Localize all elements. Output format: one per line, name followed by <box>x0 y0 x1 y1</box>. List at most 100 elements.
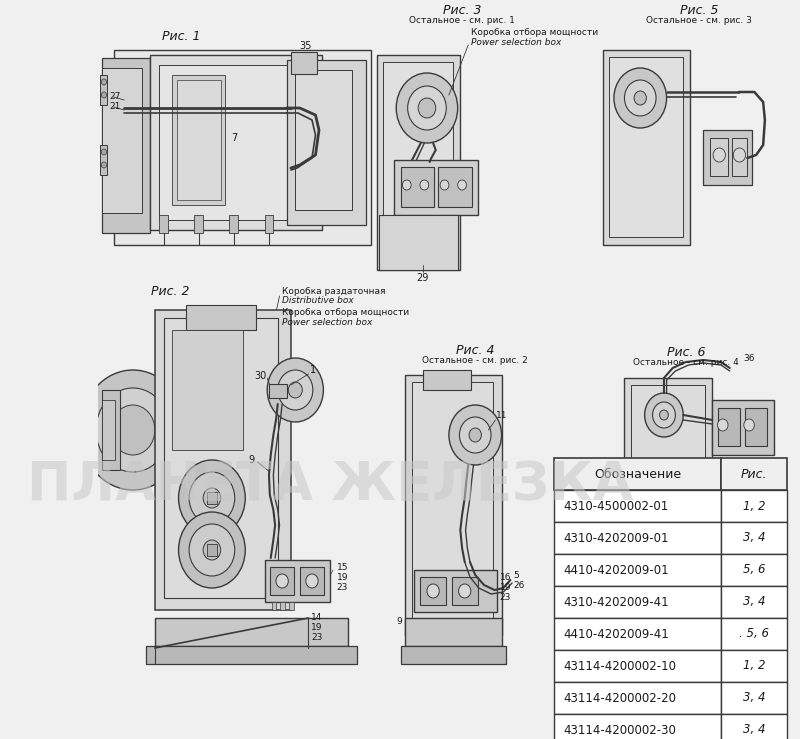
Bar <box>422 370 471 390</box>
Text: 15: 15 <box>337 564 348 573</box>
Circle shape <box>178 512 246 588</box>
Bar <box>721 682 787 714</box>
Text: 9: 9 <box>248 455 254 465</box>
Bar <box>554 554 721 586</box>
Circle shape <box>96 388 170 472</box>
Text: 5, 6: 5, 6 <box>742 564 765 576</box>
Text: 14: 14 <box>311 613 322 622</box>
Bar <box>420 577 446 605</box>
Text: 23: 23 <box>500 593 511 602</box>
Text: Рис. 4: Рис. 4 <box>456 344 494 356</box>
Bar <box>718 408 740 446</box>
Bar <box>554 618 721 650</box>
Bar <box>173 330 242 450</box>
Circle shape <box>189 524 234 576</box>
Text: 43114-4200002-20: 43114-4200002-20 <box>563 692 676 704</box>
Bar <box>378 215 458 270</box>
Circle shape <box>402 180 411 190</box>
Bar <box>269 384 286 398</box>
Circle shape <box>713 148 726 162</box>
Bar <box>394 160 478 215</box>
Text: 16: 16 <box>500 573 511 582</box>
Text: Рис. 1: Рис. 1 <box>162 30 201 43</box>
Text: . 5, 6: . 5, 6 <box>739 627 769 641</box>
Circle shape <box>427 584 439 598</box>
Bar <box>745 408 766 446</box>
Text: 29: 29 <box>416 273 429 283</box>
Circle shape <box>306 574 318 588</box>
Text: 7: 7 <box>230 133 237 143</box>
Bar <box>554 650 721 682</box>
Bar <box>609 57 683 237</box>
Text: 43114-4200002-30: 43114-4200002-30 <box>563 723 676 737</box>
Bar <box>405 375 502 635</box>
Circle shape <box>420 180 429 190</box>
Circle shape <box>203 540 221 560</box>
Bar <box>146 646 357 664</box>
Circle shape <box>734 148 746 162</box>
Text: 1, 2: 1, 2 <box>742 659 765 672</box>
Text: Остальное - см. рис. 2: Остальное - см. рис. 2 <box>422 355 528 364</box>
Text: 4410-4202009-41: 4410-4202009-41 <box>563 627 669 641</box>
Text: ПЛАНЕТА ЖЕЛЕЗКА: ПЛАНЕТА ЖЕЛЕЗКА <box>27 459 634 511</box>
Circle shape <box>203 488 221 508</box>
Circle shape <box>267 358 323 422</box>
Bar <box>295 70 352 210</box>
Bar <box>377 55 460 270</box>
Bar <box>554 586 721 618</box>
Bar <box>554 682 721 714</box>
Text: 4310-4202009-01: 4310-4202009-01 <box>563 531 669 545</box>
Circle shape <box>102 149 106 155</box>
Bar <box>265 215 274 233</box>
Text: 4410-4202009-01: 4410-4202009-01 <box>563 564 669 576</box>
Bar <box>102 400 115 460</box>
Bar <box>710 138 728 176</box>
Bar <box>721 586 787 618</box>
Circle shape <box>396 73 458 143</box>
Circle shape <box>288 382 302 398</box>
Bar <box>703 130 752 185</box>
Bar <box>630 385 706 520</box>
Text: 35: 35 <box>300 41 312 51</box>
Bar <box>155 618 348 646</box>
Text: 3, 4: 3, 4 <box>742 692 765 704</box>
Bar <box>451 577 478 605</box>
Text: Остальное - см. рис. 4: Остальное - см. рис. 4 <box>633 358 738 367</box>
Bar <box>286 60 366 225</box>
Bar <box>272 602 276 610</box>
Circle shape <box>102 79 106 85</box>
Circle shape <box>189 472 234 524</box>
Bar <box>114 50 370 245</box>
Circle shape <box>449 405 502 465</box>
Bar <box>438 167 472 207</box>
Text: 1, 2: 1, 2 <box>742 500 765 513</box>
Bar <box>625 378 712 528</box>
Text: 36: 36 <box>743 353 754 363</box>
Text: 21: 21 <box>110 101 121 111</box>
Bar <box>731 138 747 176</box>
Bar <box>721 490 787 522</box>
Bar <box>186 305 256 330</box>
Bar <box>289 602 294 610</box>
Text: 3, 4: 3, 4 <box>742 531 765 545</box>
Text: 30: 30 <box>254 371 266 381</box>
Bar <box>721 618 787 650</box>
Bar <box>721 522 787 554</box>
Bar <box>401 646 506 664</box>
Bar <box>721 458 787 490</box>
Bar <box>721 714 787 739</box>
Text: 11: 11 <box>496 410 507 420</box>
Bar <box>414 570 497 612</box>
Bar <box>177 80 221 200</box>
Circle shape <box>102 92 106 98</box>
Bar <box>155 310 291 610</box>
Bar <box>159 65 309 220</box>
Bar <box>159 215 168 233</box>
Bar <box>173 75 225 205</box>
Bar <box>405 618 502 646</box>
Text: 43114-4200002-10: 43114-4200002-10 <box>563 659 676 672</box>
Circle shape <box>276 574 288 588</box>
Bar <box>721 650 787 682</box>
Circle shape <box>418 98 436 118</box>
Circle shape <box>408 86 446 130</box>
